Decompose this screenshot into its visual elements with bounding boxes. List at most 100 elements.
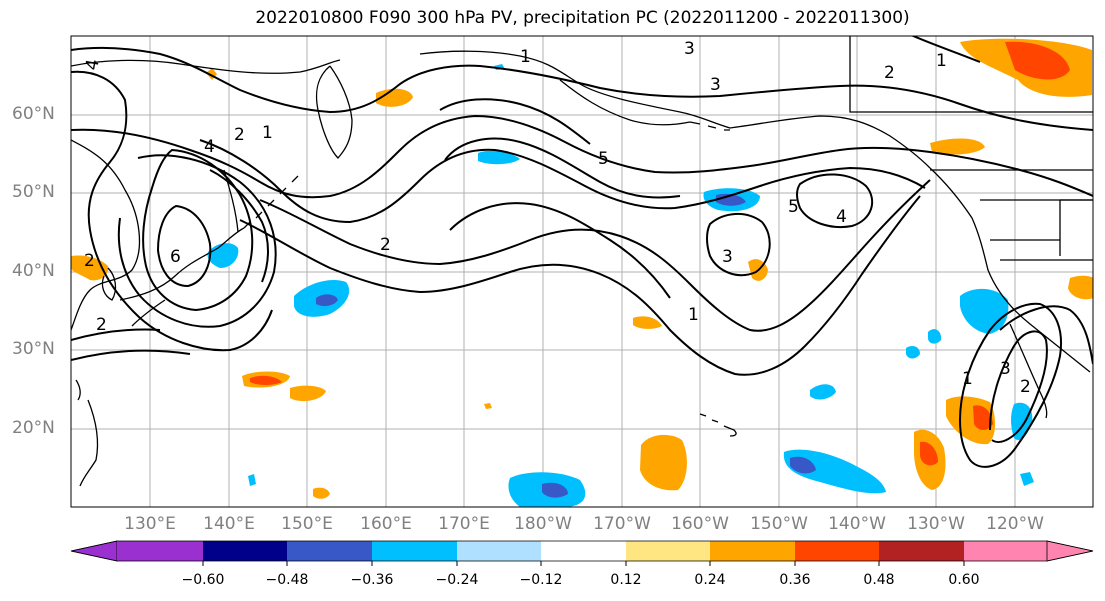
pv-contour [71, 46, 1093, 131]
pv-contour [71, 114, 1093, 199]
precip-negative-region [1020, 472, 1034, 486]
coastline-baja [1009, 323, 1048, 419]
colorbar-segment [964, 541, 1047, 561]
colorbar-tick-label: −0.12 [519, 572, 563, 588]
pv-contour [156, 204, 212, 288]
coastline-alaska [419, 50, 931, 169]
pv-contour [142, 148, 254, 312]
precip-positive-region [920, 441, 938, 466]
pv-contour [999, 305, 1093, 365]
precip-positive-region [1005, 41, 1070, 80]
colorbar-outline [70, 540, 1094, 562]
pv-contour [958, 302, 1062, 468]
precip-negative-region [810, 384, 836, 400]
pv-contour-label: 2 [84, 251, 95, 271]
longitude-label: 140°E [203, 514, 255, 534]
longitude-label: 170°W [593, 514, 651, 534]
pv-contour-label: 2 [1020, 377, 1031, 397]
colorbar-segment [879, 541, 964, 561]
longitude-label: 130°E [124, 514, 176, 534]
precip-positive-region [1068, 275, 1093, 300]
pv-contour-label: 3 [1000, 359, 1011, 379]
pv-contour [71, 328, 161, 341]
pv-contour [259, 179, 931, 332]
precip-negative-region [248, 474, 256, 486]
coastline-japan [119, 227, 245, 327]
precip-negative-region [906, 346, 920, 359]
precip-negative-region [928, 329, 942, 344]
coastlines [71, 36, 1093, 487]
precip-positive-region [313, 487, 330, 499]
precip-positive-region [930, 138, 985, 155]
colorbar-segment [203, 541, 287, 561]
map-panel: 4 3 1 2 1 3 2 1 4 2 5 2 6 5 4 3 1 2 1 3 [70, 35, 1094, 508]
longitude-label: 130°W [907, 514, 965, 534]
coastline-okhotsk [71, 59, 341, 74]
pv-contour-label: 2 [884, 63, 895, 83]
pv-contour-label: 4 [204, 137, 215, 157]
pv-contour [444, 137, 681, 199]
precip-positive-region [250, 375, 282, 385]
pv-contour [989, 330, 1048, 443]
us-states [980, 199, 1093, 261]
colorbar-tick-label: −0.60 [181, 572, 225, 588]
precip-positive-region [973, 405, 993, 430]
precip-negative-region [478, 150, 520, 165]
latitude-label: 30°N [12, 339, 55, 359]
coastline-kamchatka [315, 65, 353, 159]
pv-contour [910, 36, 981, 63]
pv-contour [199, 139, 926, 224]
pv-contour-label: 3 [684, 39, 695, 59]
pv-contour-label: 2 [234, 125, 245, 145]
pv-contour [71, 349, 191, 361]
latitude-label: 50°N [12, 182, 55, 202]
precip-positive-region [290, 385, 326, 402]
colorbar-tick-label: 0.36 [779, 572, 811, 588]
latitude-label: 20°N [12, 418, 55, 438]
pv-contour-label: 2 [380, 235, 391, 255]
longitude-label: 150°W [750, 514, 808, 534]
colorbar-tick-label: −0.24 [435, 572, 479, 588]
longitude-label: 140°W [828, 514, 886, 534]
pv-contour [706, 213, 771, 277]
colorbar [70, 540, 1094, 566]
pv-contour-labels: 4 3 1 2 1 3 2 1 4 2 5 2 6 5 4 3 1 2 1 3 [82, 39, 1031, 397]
pv-contour-label: 1 [688, 305, 699, 325]
longitude-label: 120°W [986, 514, 1044, 534]
colorbar-tick-label: −0.48 [265, 572, 309, 588]
colorbar-tick-label: −0.36 [350, 572, 394, 588]
colorbar-segment [541, 541, 626, 561]
figure-title: 2022010800 F090 300 hPa PV, precipitatio… [255, 8, 910, 28]
pv-contour-label: 1 [962, 369, 973, 389]
pv-contour [796, 173, 874, 228]
pv-contour-label: 3 [722, 247, 733, 267]
pv-contour-label: 1 [520, 47, 531, 67]
precipitation-shading [71, 38, 1093, 507]
colorbar-segment [710, 541, 795, 561]
precip-positive-region [640, 434, 687, 491]
colorbar-tick-label: 0.12 [610, 572, 642, 588]
pv-contour [449, 202, 671, 299]
precip-negative-region [542, 482, 568, 498]
longitude-label: 160°W [671, 514, 729, 534]
colorbar-segment [795, 541, 879, 561]
pv-contour-label: 1 [262, 123, 273, 143]
longitude-label: 170°E [438, 514, 490, 534]
pv-contour-label: 6 [170, 247, 181, 267]
coastline-korea [101, 267, 117, 301]
colorbar-segment [626, 541, 710, 561]
latitude-label: 40°N [12, 261, 55, 281]
coastline-north-america [929, 167, 1091, 373]
precip-negative-region [790, 456, 816, 474]
colorbar-segment [287, 541, 372, 561]
coastline-asia [71, 139, 141, 331]
colorbar-tick-label: 0.24 [694, 572, 726, 588]
pv-contour [439, 98, 591, 145]
pv-contour [209, 169, 269, 283]
pv-contour-label: 3 [710, 75, 721, 95]
pv-contours [71, 36, 1093, 468]
pv-contour-label: 4 [82, 58, 104, 72]
pv-contour [117, 154, 277, 328]
pv-contour-label: 1 [936, 51, 947, 71]
